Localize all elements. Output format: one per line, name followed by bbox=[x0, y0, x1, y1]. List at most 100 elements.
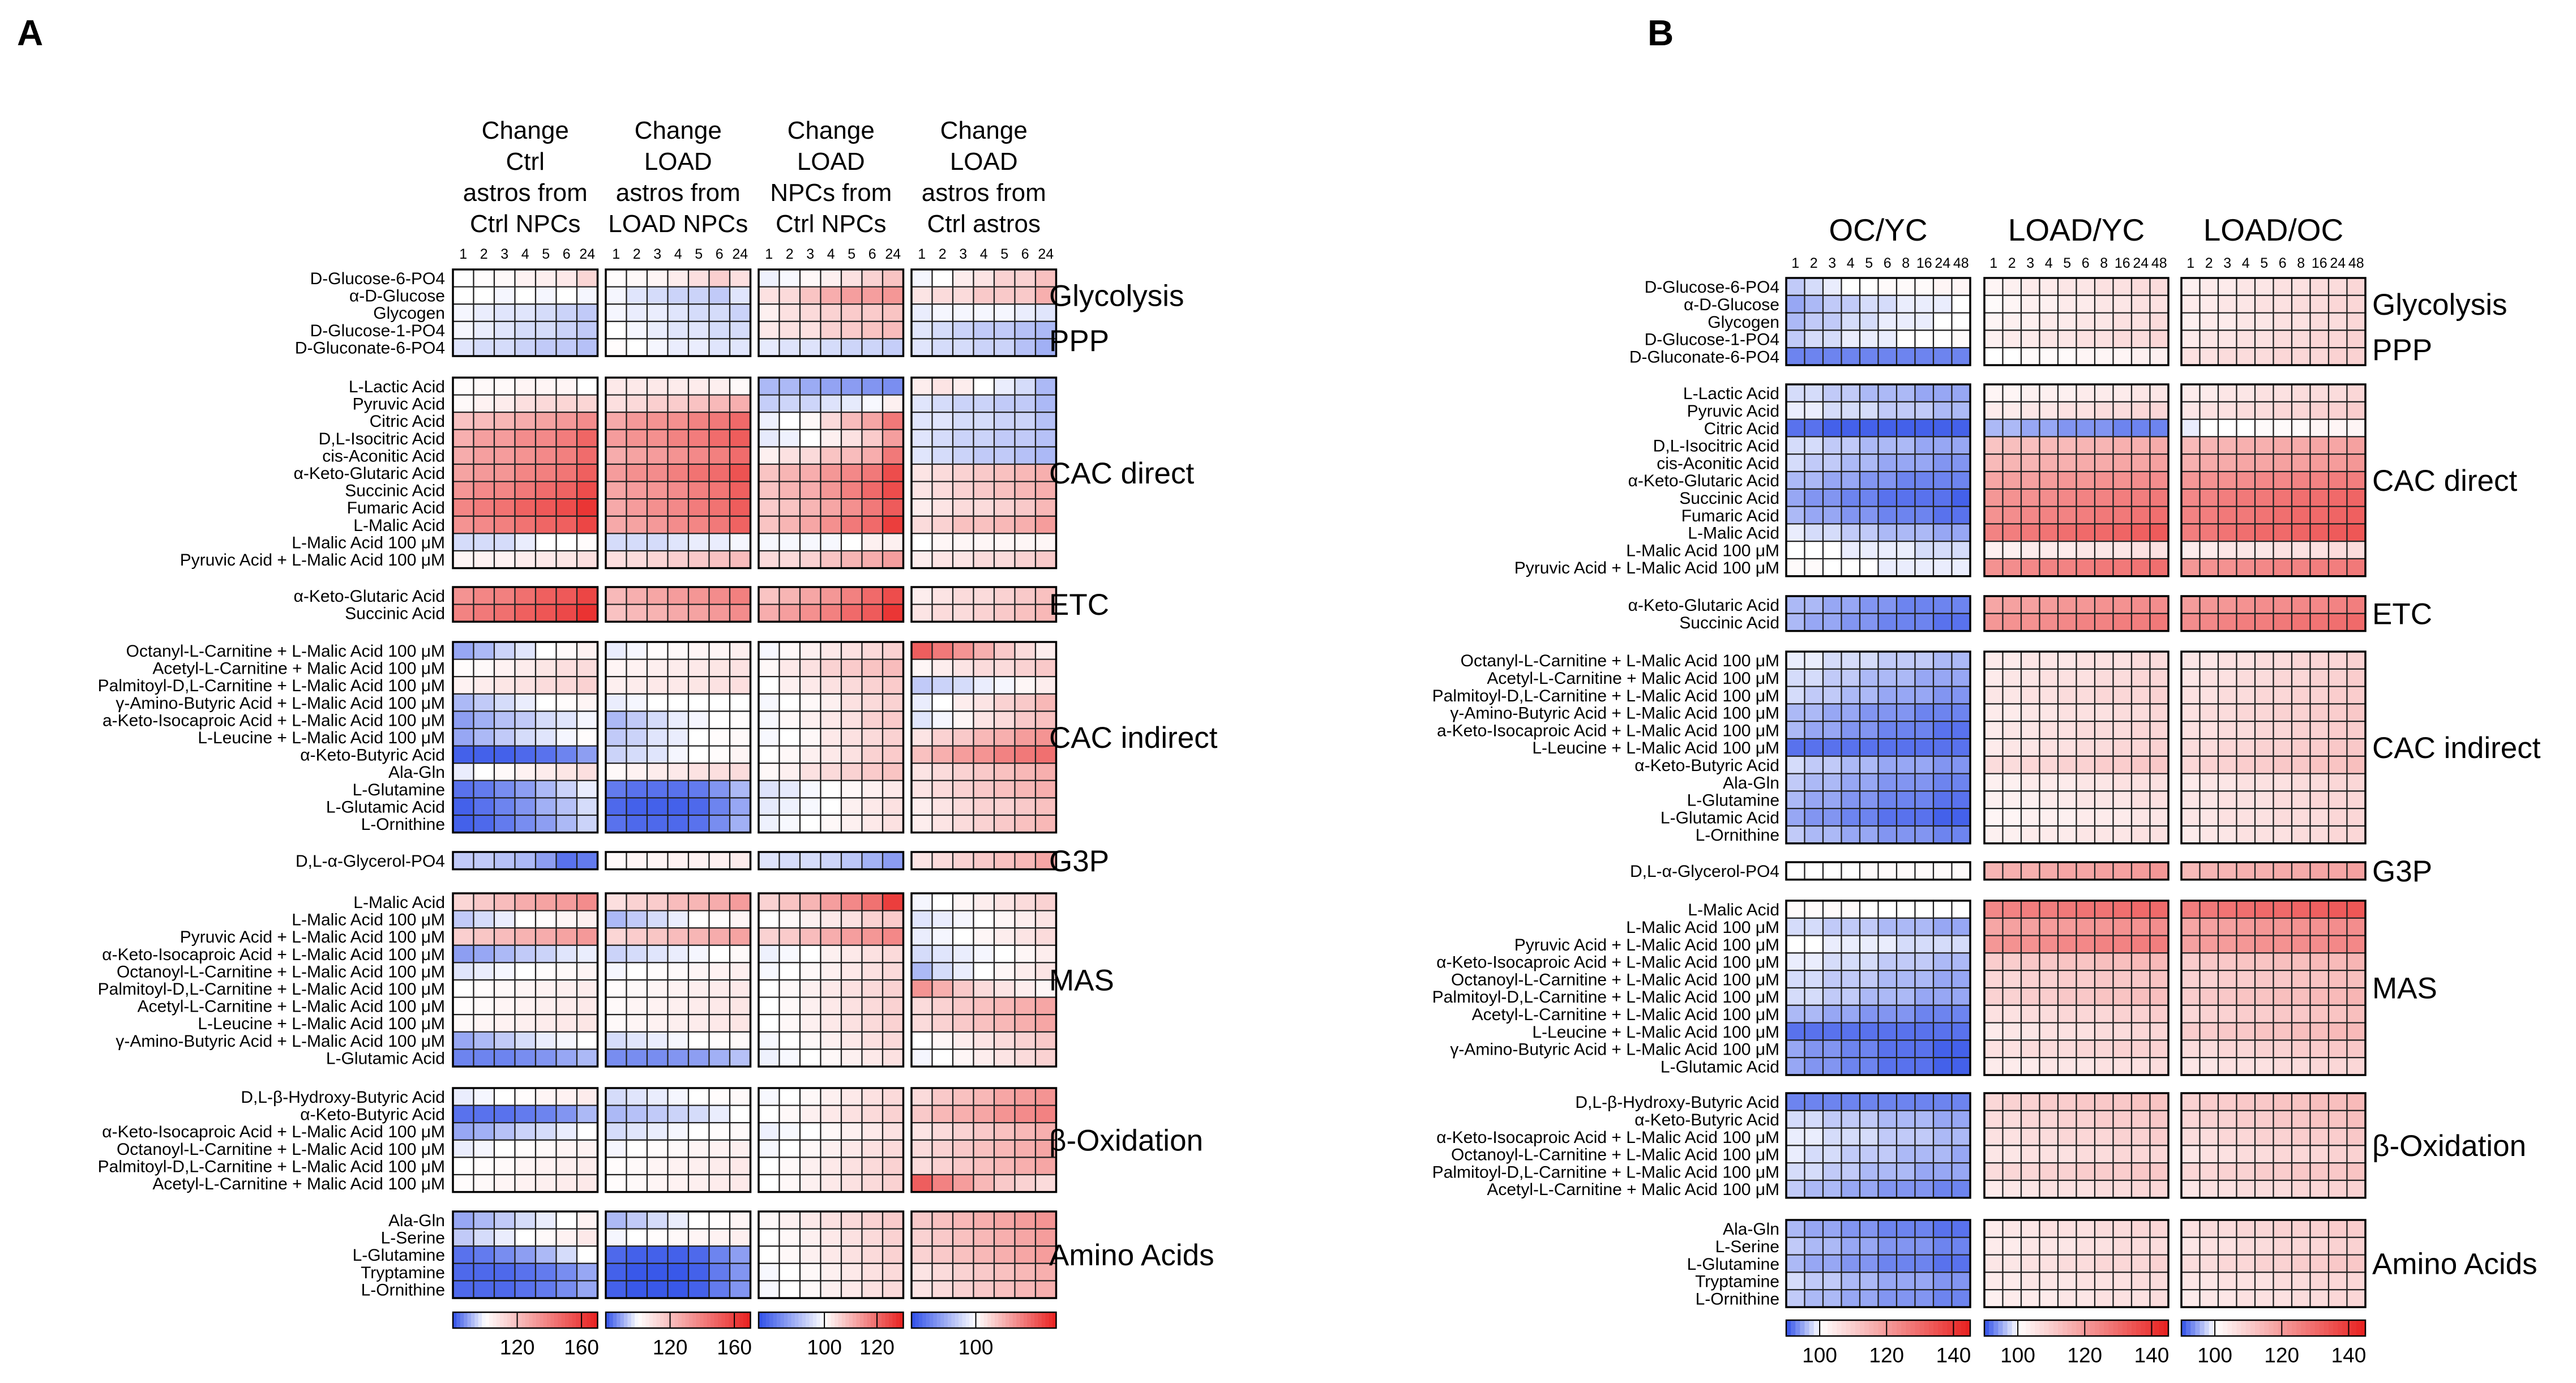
heatmap-cell bbox=[2057, 1254, 2077, 1273]
heatmap-cell bbox=[2076, 738, 2096, 757]
colorbar-segment bbox=[983, 1312, 988, 1328]
heatmap-cell bbox=[514, 1262, 537, 1282]
heatmap-cell bbox=[1822, 861, 1842, 880]
heatmap-cell bbox=[1877, 1022, 1898, 1041]
heatmap-cell bbox=[840, 429, 863, 448]
heatmap-cell bbox=[605, 1157, 627, 1176]
heatmap-cell bbox=[473, 676, 495, 695]
heatmap-cell bbox=[2327, 383, 2348, 403]
heatmap-cell bbox=[2094, 952, 2114, 971]
heatmap-cell bbox=[687, 979, 710, 998]
heatmap-cell bbox=[2309, 686, 2330, 705]
heatmap-cell bbox=[952, 1014, 974, 1033]
heatmap-cell bbox=[729, 676, 751, 695]
heatmap-cell bbox=[2076, 755, 2096, 774]
heatmap-cell bbox=[2346, 1057, 2367, 1076]
metabolite-label: Palmitoyl-D,L-Carnitine + L-Malic Acid 1… bbox=[98, 1157, 445, 1176]
colorbar-segment bbox=[1818, 1320, 1824, 1336]
heatmap-cell bbox=[1804, 738, 1824, 757]
heatmap-cell bbox=[2346, 1179, 2367, 1198]
heatmap-cell bbox=[534, 498, 557, 517]
heatmap-cell bbox=[2112, 935, 2133, 954]
heatmap-cell bbox=[1841, 277, 1861, 296]
heatmap-cell bbox=[605, 996, 627, 1016]
heatmap-cell bbox=[2094, 453, 2114, 473]
heatmap-cell bbox=[2130, 347, 2151, 366]
time-tick-label: 24 bbox=[1935, 255, 1950, 271]
heatmap-cell bbox=[1983, 773, 2004, 792]
heatmap-cell bbox=[2039, 595, 2059, 614]
colorbar-segment bbox=[762, 1312, 767, 1328]
heatmap-cell bbox=[576, 1031, 598, 1050]
heatmap-cell bbox=[952, 286, 974, 305]
heatmap-cell bbox=[2254, 312, 2274, 331]
heatmap-cell bbox=[2291, 1057, 2311, 1076]
heatmap-cell bbox=[646, 780, 669, 799]
heatmap-cell bbox=[910, 892, 933, 911]
heatmap-cell bbox=[758, 586, 780, 605]
colorbar-segment bbox=[725, 1312, 729, 1328]
heatmap-cell bbox=[626, 481, 648, 500]
heatmap-cell bbox=[799, 962, 821, 981]
heatmap-cell bbox=[952, 412, 974, 430]
heatmap-cell bbox=[452, 910, 474, 929]
heatmap-cell bbox=[2291, 347, 2311, 366]
heatmap-cell bbox=[1014, 1087, 1037, 1106]
heatmap-cell bbox=[2273, 418, 2293, 438]
heatmap-cell bbox=[514, 463, 537, 482]
colorbar-segment bbox=[951, 1312, 956, 1328]
colorbar-segment bbox=[1947, 1320, 1953, 1336]
heatmap-cell bbox=[452, 814, 474, 833]
heatmap-cell bbox=[840, 1048, 863, 1068]
heatmap-cell bbox=[1034, 944, 1057, 964]
heatmap-cell bbox=[2130, 1039, 2151, 1059]
heatmap-cell bbox=[1877, 347, 1898, 366]
heatmap-cell bbox=[2346, 650, 2367, 670]
colorbar-segment bbox=[2026, 1320, 2031, 1336]
heatmap-cell bbox=[1859, 1219, 1879, 1238]
colorbar-segment bbox=[2039, 1320, 2045, 1336]
column-header: LOAD NPCs bbox=[608, 210, 748, 238]
heatmap-cell bbox=[534, 851, 557, 870]
heatmap-cell bbox=[2254, 808, 2274, 827]
heatmap-cell bbox=[931, 268, 954, 288]
heatmap-cell bbox=[910, 944, 933, 964]
heatmap-cell bbox=[1822, 506, 1842, 525]
heatmap-cell bbox=[1822, 1162, 1842, 1181]
heatmap-cell bbox=[687, 1174, 710, 1193]
heatmap-cell bbox=[2199, 595, 2219, 614]
heatmap-cell bbox=[2076, 523, 2096, 542]
heatmap-cell bbox=[2112, 1219, 2133, 1238]
heatmap-cell bbox=[1859, 1092, 1879, 1111]
heatmap-cell bbox=[2254, 1145, 2274, 1164]
heatmap-cell bbox=[2130, 668, 2151, 687]
heatmap-cell bbox=[2039, 773, 2059, 792]
column-header: Change bbox=[635, 117, 722, 144]
heatmap-cell bbox=[2180, 470, 2201, 490]
heatmap-cell bbox=[2180, 1092, 2201, 1111]
heatmap-cell bbox=[1914, 1219, 1935, 1238]
metabolite-label: a-Keto-Isocaproic Acid + L-Malic Acid 10… bbox=[1437, 721, 1779, 740]
pathway-label: CAC direct bbox=[2372, 464, 2518, 498]
heatmap-cell bbox=[493, 927, 516, 946]
heatmap-cell bbox=[1822, 558, 1842, 577]
heatmap-cell bbox=[2217, 595, 2237, 614]
heatmap-cell bbox=[2020, 755, 2040, 774]
heatmap-cell bbox=[605, 710, 627, 730]
heatmap-cell bbox=[778, 603, 801, 623]
heatmap-cell bbox=[1804, 1289, 1824, 1308]
heatmap-cell bbox=[473, 1280, 495, 1299]
heatmap-cell bbox=[646, 1262, 669, 1282]
heatmap-cell bbox=[758, 851, 780, 870]
heatmap-cell bbox=[1859, 900, 1879, 919]
heatmap-cell bbox=[1859, 383, 1879, 403]
heatmap-cell bbox=[2309, 294, 2330, 314]
heatmap-cell bbox=[1859, 1004, 1879, 1024]
heatmap-cell bbox=[2346, 773, 2367, 792]
heatmap-cell bbox=[778, 763, 801, 781]
heatmap-cell bbox=[1914, 755, 1935, 774]
heatmap-cell bbox=[799, 814, 821, 833]
heatmap-cell bbox=[820, 641, 842, 660]
heatmap-cell bbox=[2057, 541, 2077, 560]
heatmap-cell bbox=[1841, 1145, 1861, 1164]
